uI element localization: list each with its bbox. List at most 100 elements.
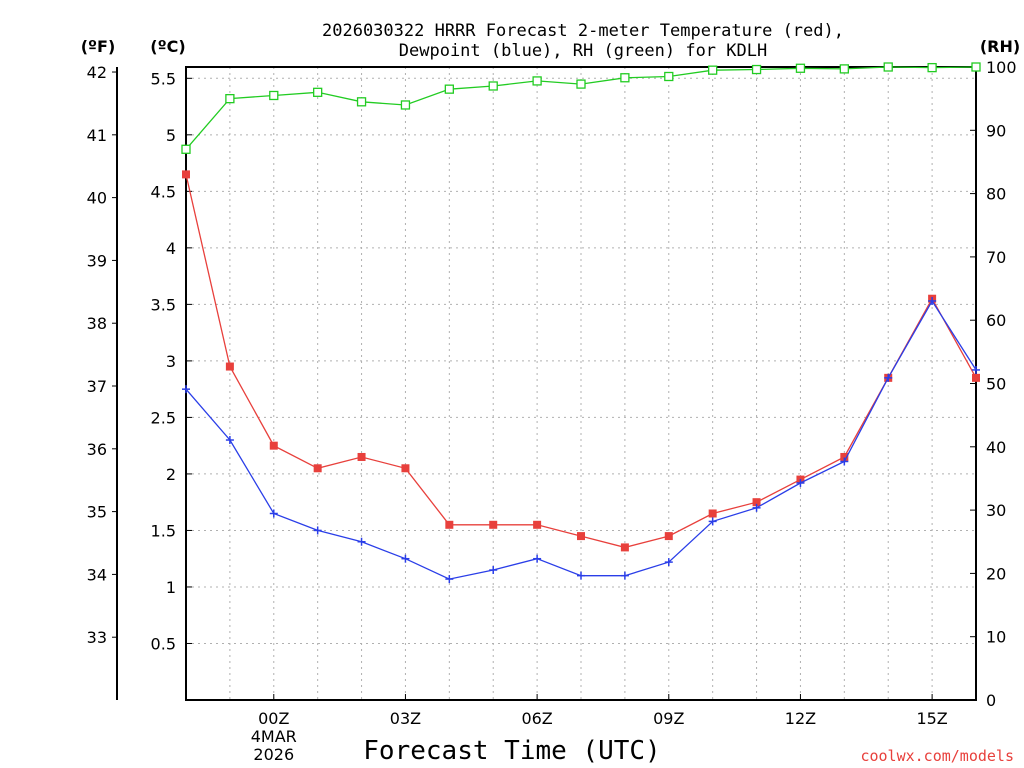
axes: 0.5 1 1.5 2 2.5 3 3.5 4 4.5 5 5.5 33 34 35 36 37 38 39 40 4… — [87, 58, 1017, 764]
fahrenheit-axis-unit: (ºF) — [81, 37, 116, 56]
rh-tick-label: 10 — [986, 628, 1006, 647]
x-tick-label: 06Z — [521, 709, 552, 728]
rh-tick-label: 0 — [986, 691, 996, 710]
rh-point — [225, 94, 235, 104]
rh-tick-label: 20 — [986, 564, 1006, 583]
fahrenheit-tick-label: 41 — [87, 126, 107, 145]
dewpoint-point — [577, 571, 585, 580]
dewpoint-point — [840, 457, 849, 466]
temperature-point — [533, 520, 542, 529]
temperature-point — [182, 170, 190, 179]
rh-tick-label: 60 — [986, 311, 1006, 330]
dewpoint-point — [269, 509, 278, 518]
celsius-tick-label: 1 — [166, 578, 176, 597]
x-tick-label: 15Z — [916, 709, 947, 728]
site-credit: coolwx.com/models — [860, 747, 1014, 765]
x-tick-label: 09Z — [653, 709, 684, 728]
fahrenheit-tick-label: 34 — [87, 565, 107, 584]
rh-point — [532, 76, 542, 86]
rh-point — [400, 100, 411, 110]
rh-point — [751, 64, 762, 75]
dewpoint-point — [445, 575, 454, 584]
fahrenheit-tick-label: 37 — [87, 377, 107, 396]
rh-point — [488, 81, 498, 91]
dewpoint-point — [533, 554, 542, 563]
celsius-tick-label: 0.5 — [151, 634, 176, 653]
rh-tick-label: 100 — [986, 58, 1017, 77]
dewpoint-point — [928, 296, 937, 305]
temperature-point — [840, 452, 849, 461]
dewpoint-point — [752, 503, 761, 512]
x-tick-date: 4MAR — [251, 727, 297, 746]
temperature-point — [489, 520, 498, 529]
temperature-point — [620, 543, 629, 552]
fahrenheit-tick-label: 39 — [87, 251, 107, 270]
fahrenheit-tick-label: 38 — [87, 314, 107, 333]
celsius-tick-label: 2 — [166, 465, 176, 484]
dewpoint-point — [708, 517, 717, 526]
dewpoint-point — [357, 537, 366, 546]
dewpoint-point — [884, 373, 893, 382]
dewpoint-point — [972, 365, 980, 374]
grid-lines — [186, 67, 976, 700]
celsius-tick-label: 2.5 — [151, 408, 176, 427]
dewpoint-point — [401, 554, 410, 563]
x-tick-year: 2026 — [253, 745, 294, 764]
fahrenheit-tick-label: 42 — [87, 63, 107, 82]
rh-point — [576, 79, 586, 89]
celsius-tick-label: 3.5 — [151, 295, 176, 314]
rh-point — [620, 73, 630, 83]
rh-point — [664, 71, 674, 82]
dewpoint-point — [225, 436, 234, 445]
rh-tick-label: 70 — [986, 248, 1006, 267]
temperature-point — [752, 498, 761, 507]
rh-point — [971, 62, 981, 72]
celsius-axis-unit: (ºC) — [150, 37, 185, 56]
celsius-tick-label: 3 — [166, 352, 176, 371]
temperature-point — [445, 520, 454, 529]
celsius-tick-label: 4.5 — [151, 182, 176, 201]
celsius-tick-label: 5.5 — [151, 69, 176, 88]
temperature-point — [313, 464, 322, 473]
temperature-point — [664, 532, 673, 541]
fahrenheit-tick-label: 40 — [87, 189, 107, 208]
rh-axis-unit: (RH) — [980, 37, 1020, 56]
fahrenheit-tick-label: 35 — [87, 503, 107, 522]
rh-point — [356, 97, 367, 107]
rh-point — [181, 144, 191, 154]
temperature-point — [577, 532, 585, 541]
rh-point — [708, 65, 718, 75]
dewpoint-point — [620, 571, 629, 580]
dewpoint-point — [796, 478, 805, 487]
temperature-point — [269, 441, 278, 450]
temperature-point — [357, 452, 366, 461]
rh-tick-label: 80 — [986, 185, 1006, 204]
dewpoint-point — [313, 526, 322, 535]
rh-point — [883, 62, 893, 72]
rh-point — [313, 87, 323, 97]
celsius-tick-label: 5 — [166, 126, 176, 145]
dewpoint-point — [489, 566, 498, 575]
fahrenheit-tick-label: 36 — [87, 440, 107, 459]
rh-point — [444, 84, 454, 94]
series-layer — [181, 62, 981, 584]
rh-point — [927, 62, 937, 73]
temperature-point — [708, 509, 717, 518]
rh-tick-label: 90 — [986, 121, 1006, 140]
plot-frame — [185, 66, 977, 701]
celsius-tick-label: 1.5 — [151, 521, 176, 540]
celsius-tick-label: 4 — [166, 239, 176, 258]
chart-title-line1: 2026030322 HRRR Forecast 2-meter Tempera… — [322, 21, 844, 41]
rh-tick-label: 50 — [986, 375, 1006, 394]
rh-point — [269, 90, 279, 101]
dewpoint-point — [664, 558, 673, 567]
x-tick-label: 12Z — [785, 709, 816, 728]
x-tick-label: 03Z — [390, 709, 421, 728]
temperature-point — [972, 373, 980, 382]
chart-title-line2: Dewpoint (blue), RH (green) for KDLH — [399, 41, 767, 61]
temperature-point — [225, 362, 234, 371]
x-axis-label: Forecast Time (UTC) — [363, 736, 660, 766]
rh-point — [839, 64, 849, 74]
rh-point — [795, 63, 806, 73]
